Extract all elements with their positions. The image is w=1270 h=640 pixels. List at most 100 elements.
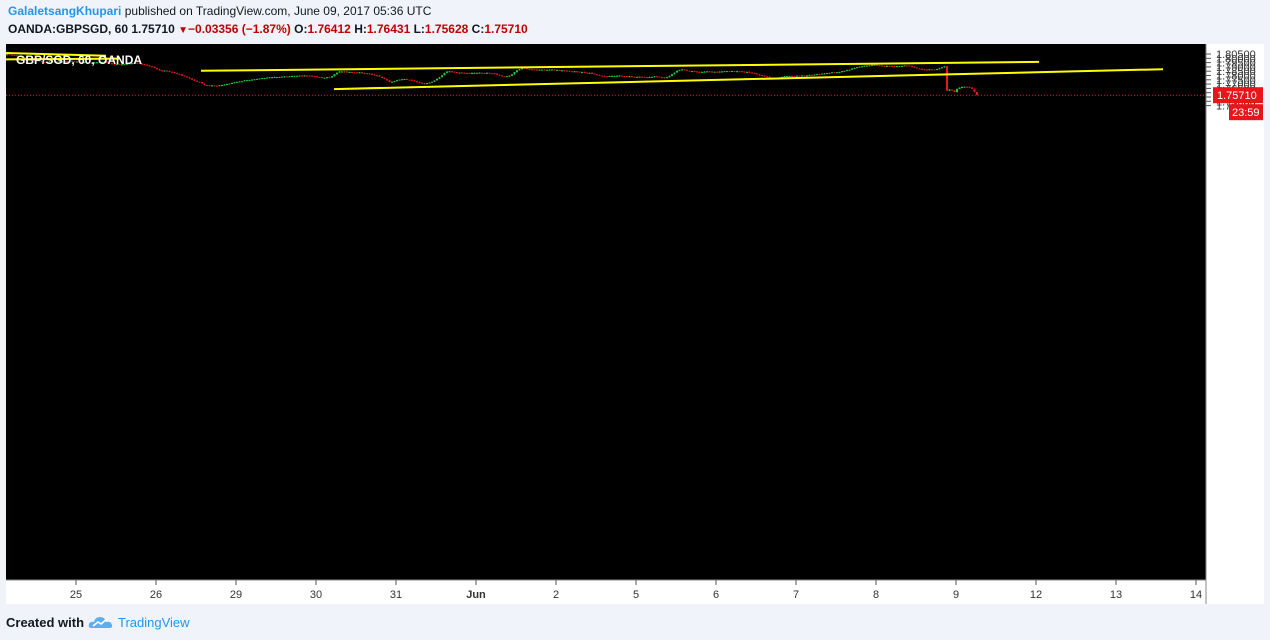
candle-down: [891, 65, 893, 67]
candle-up: [706, 71, 708, 73]
candle-down: [491, 73, 493, 75]
candle-up: [126, 63, 128, 65]
candle-down: [741, 71, 743, 73]
candle-down: [361, 72, 363, 74]
candle-down: [633, 76, 636, 78]
candle-down: [623, 75, 626, 77]
candle-up: [521, 68, 523, 70]
candle-down: [733, 71, 736, 73]
candle-down: [156, 68, 158, 70]
candle-down: [946, 66, 948, 91]
close-value: 1.75710: [484, 22, 528, 36]
candle-down: [18, 55, 21, 57]
candle-up: [518, 69, 521, 71]
chart-header: GalaletsangKhupari published on TradingV…: [0, 0, 1270, 44]
candle-up: [333, 74, 336, 77]
tradingview-link[interactable]: TradingView: [118, 615, 190, 630]
candle-up: [128, 63, 131, 65]
last-price-tag: 1.75710 23:59: [1213, 87, 1263, 121]
trendline-top-left-upper[interactable]: [6, 51, 107, 57]
candle-down: [386, 78, 388, 81]
candle-down: [523, 68, 526, 70]
candle-up: [248, 80, 251, 82]
candle-up: [831, 72, 833, 74]
candle-up: [671, 74, 673, 76]
candle-down: [383, 78, 386, 80]
price-chart[interactable]: GBP/SGD, 60, OANDA 1.805001.800001.79500…: [6, 44, 1264, 604]
time-tick-label: 7: [793, 589, 799, 601]
published-text: published on TradingView.com, June 09, 2…: [124, 4, 432, 18]
candle-down: [483, 72, 486, 74]
created-with-text: Created with: [6, 615, 85, 630]
candle-down: [418, 81, 421, 83]
time-tick-label: 29: [230, 589, 242, 601]
candle-down: [451, 71, 453, 73]
candle-up: [458, 72, 461, 74]
candle-up: [613, 75, 616, 77]
candle-down: [658, 76, 661, 78]
candle-down: [173, 72, 176, 74]
plot-area[interactable]: [6, 44, 1206, 580]
trendline-top-left-lower[interactable]: [6, 57, 120, 61]
candle-down: [311, 75, 313, 77]
candle-down: [583, 72, 586, 74]
candle-up: [446, 71, 448, 73]
candle-up: [221, 85, 223, 87]
candle-up: [223, 84, 226, 86]
candle-up: [228, 83, 231, 85]
close-label: C:: [471, 22, 485, 36]
candle-down: [661, 77, 663, 79]
time-tick-label: 14: [1190, 589, 1202, 601]
candle-down: [913, 66, 916, 68]
candle-up: [336, 72, 338, 75]
open-label: O:: [294, 22, 308, 36]
time-axis[interactable]: [6, 580, 1206, 604]
candle-down: [803, 75, 806, 77]
candle-down: [603, 75, 606, 77]
author-link[interactable]: GalaletsangKhupari: [8, 4, 122, 18]
candle-up: [628, 76, 631, 78]
candle-down: [148, 65, 151, 67]
candle-down: [968, 86, 971, 88]
candle-down: [591, 72, 593, 74]
candle-down: [558, 69, 561, 71]
candle-down: [888, 65, 891, 67]
trendline-lower-channel[interactable]: [333, 68, 1164, 91]
candle-down: [198, 81, 201, 83]
trendlines[interactable]: [6, 51, 1164, 91]
candle-down: [351, 71, 353, 73]
candle-up: [836, 72, 838, 74]
candle-down: [501, 75, 503, 77]
candle-up: [281, 76, 283, 78]
trendline-upper-channel[interactable]: [200, 60, 1040, 72]
candle-down: [976, 91, 978, 96]
candle-down: [413, 80, 416, 82]
candle-up: [823, 73, 826, 75]
price-tick-label: 1.79000: [1216, 62, 1256, 74]
candle-up: [256, 78, 258, 80]
candle-up: [211, 85, 213, 87]
candle-up: [963, 86, 966, 88]
candle-down: [568, 70, 571, 72]
candle-down: [893, 66, 896, 68]
candle-up: [723, 71, 726, 73]
price-axis[interactable]: [1206, 44, 1264, 604]
candle-up: [398, 79, 401, 81]
candle-down: [563, 70, 566, 72]
candle-down: [768, 76, 771, 78]
candle-up: [96, 62, 98, 64]
candle-down: [751, 72, 753, 74]
candle-up: [476, 72, 478, 74]
candle-up: [868, 65, 871, 67]
candle-down: [153, 66, 156, 69]
tradingview-cloud-logo-icon[interactable]: [88, 614, 114, 632]
candle-down: [193, 79, 196, 81]
candle-down: [113, 64, 116, 66]
candle-down: [328, 77, 331, 79]
candle-down: [21, 56, 23, 58]
candle-down: [543, 69, 546, 71]
candle-down: [926, 69, 928, 71]
candle-down: [53, 61, 56, 63]
candle-down: [496, 73, 498, 75]
candle-down: [38, 60, 41, 62]
